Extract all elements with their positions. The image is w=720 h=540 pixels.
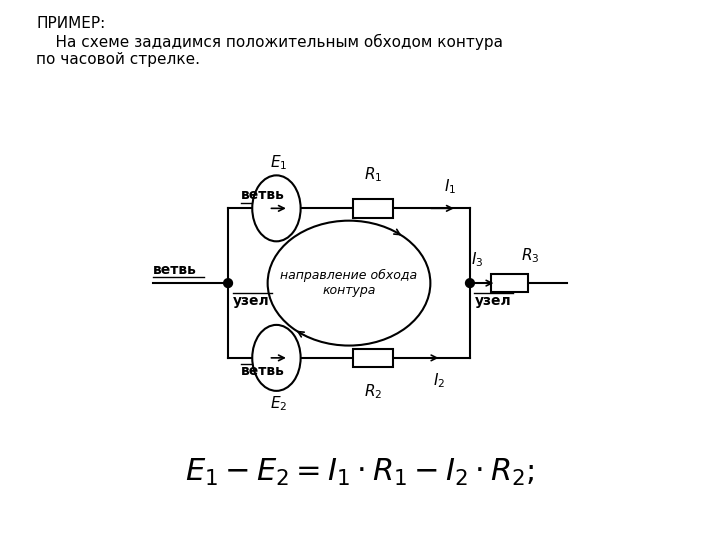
- Circle shape: [224, 279, 233, 287]
- Text: ветвь: ветвь: [241, 188, 285, 202]
- Text: узел: узел: [474, 294, 511, 308]
- Text: $E_1 - E_2 = I_1 \cdot R_1 - I_2 \cdot R_2;$: $E_1 - E_2 = I_1 \cdot R_1 - I_2 \cdot R…: [185, 457, 535, 488]
- Text: $I_3$: $I_3$: [472, 251, 484, 269]
- Text: узел: узел: [233, 294, 270, 308]
- FancyBboxPatch shape: [354, 349, 393, 367]
- Text: $E_2$: $E_2$: [270, 394, 287, 413]
- Text: ветвь: ветвь: [153, 262, 197, 276]
- FancyBboxPatch shape: [491, 274, 528, 292]
- Text: $R_1$: $R_1$: [364, 165, 382, 184]
- Circle shape: [466, 279, 474, 287]
- Ellipse shape: [252, 176, 301, 241]
- FancyBboxPatch shape: [354, 199, 393, 218]
- Text: $I_1$: $I_1$: [444, 177, 456, 196]
- Text: ПРИМЕР:
    На схеме зададимся положительным обходом контура
по часовой стрелке.: ПРИМЕР: На схеме зададимся положительным…: [36, 16, 503, 68]
- Text: $E_1$: $E_1$: [270, 153, 287, 172]
- Text: $R_2$: $R_2$: [364, 382, 382, 401]
- Text: $I_2$: $I_2$: [433, 371, 445, 390]
- Text: ветвь: ветвь: [241, 364, 285, 379]
- Text: направление обхода
контура: направление обхода контура: [281, 269, 418, 297]
- Text: $R_3$: $R_3$: [521, 246, 539, 265]
- Ellipse shape: [252, 325, 301, 391]
